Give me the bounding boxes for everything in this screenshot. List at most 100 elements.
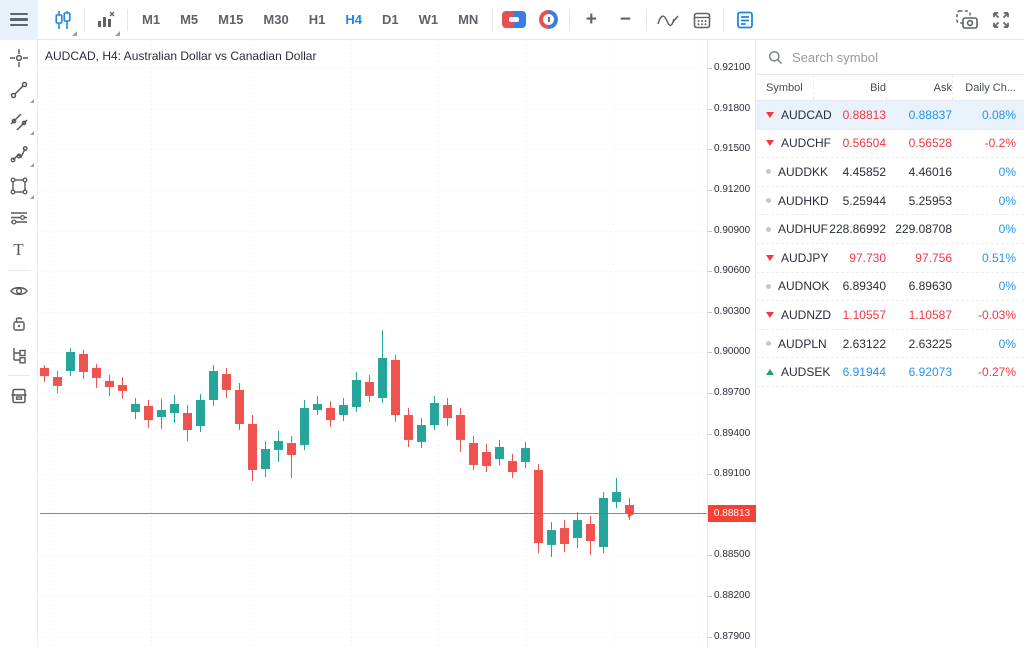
timeframe-m1-button[interactable]: M1 (132, 0, 170, 40)
axis-tick-mark (708, 190, 712, 191)
main-menu-button[interactable] (0, 0, 38, 40)
axis-price-label: 0.87900 (714, 631, 751, 642)
symbol-name: AUDDKK (778, 164, 829, 179)
price-axis[interactable]: 0.92100 0.91800 0.91500 0.91200 0.90900 0.906… (707, 40, 756, 647)
candlestick-chart-icon (55, 10, 71, 29)
column-header-symbol[interactable]: Symbol (766, 81, 803, 94)
archive-bin-icon (11, 388, 26, 404)
trend-flat-icon (766, 226, 771, 232)
one-click-trading-button[interactable] (497, 0, 531, 40)
chart-type-candlestick-button[interactable] (46, 0, 80, 40)
chart-area[interactable]: AUDCAD, H4: Australian Dollar vs Canadia… (38, 40, 707, 647)
timeframe-h1-button[interactable]: H1 (299, 0, 336, 40)
eye-icon (9, 286, 28, 296)
screenshot-button[interactable] (950, 0, 984, 40)
axis-price-label: 0.89400 (714, 428, 751, 439)
axis-price-label: 0.90000 (714, 346, 751, 357)
market-hours-button[interactable] (531, 0, 565, 40)
toolbar-separator (127, 8, 128, 31)
axis-tick-mark (708, 149, 712, 150)
timeframe-m5-button[interactable]: M5 (170, 0, 208, 40)
bid-value: 2.63122 (842, 336, 886, 351)
crosshair-tool[interactable] (4, 44, 34, 72)
trend-up-icon (766, 369, 774, 376)
axis-tick-mark (708, 312, 712, 313)
axis-price-label: 0.88200 (714, 590, 751, 601)
camera-icon (956, 9, 978, 29)
column-header-bid[interactable]: Bid (813, 75, 886, 100)
axis-tick-mark (708, 474, 712, 475)
market-watch-toggle-button[interactable] (728, 0, 762, 40)
bid-value: 4.45852 (842, 164, 886, 179)
buy-sell-panel-icon (502, 11, 527, 28)
sidebar-divider (7, 270, 30, 271)
watchlist-row-audnok[interactable]: AUDNOK 6.89340 6.89630 0% (756, 273, 1024, 302)
trend-line-tool[interactable] (4, 76, 34, 104)
bid-value: 0.88813 (842, 107, 886, 122)
watchlist-row-audcad[interactable]: AUDCAD 0.88813 0.88837 0.08% (756, 101, 1024, 130)
watchlist-row-audsek[interactable]: AUDSEK 6.91944 6.92073 -0.27% (756, 358, 1024, 387)
watchlist-row-audpln[interactable]: AUDPLN 2.63122 2.63225 0% (756, 330, 1024, 359)
economic-calendar-button[interactable] (685, 0, 719, 40)
object-tree-tool[interactable] (4, 341, 34, 369)
market-watch-panel-icon (737, 11, 754, 28)
axis-price-label: 0.91800 (714, 103, 751, 114)
market-clock-icon (538, 10, 558, 29)
axis-tick-mark (708, 68, 712, 69)
column-header-ask[interactable]: Ask (886, 75, 952, 100)
sidebar-divider (7, 375, 30, 376)
bid-value: 6.89340 (842, 279, 886, 294)
watchlist-row-audnzd[interactable]: AUDNZD 1.10557 1.10587 -0.03% (756, 301, 1024, 330)
watchlist-row-auddkk[interactable]: AUDDKK 4.45852 4.46016 0% (756, 158, 1024, 187)
trend-down-icon (766, 254, 774, 261)
remove-objects-tool[interactable] (4, 382, 34, 410)
timeframe-m30-button[interactable]: M30 (253, 0, 298, 40)
column-header-daily-change[interactable]: Daily Ch... (952, 75, 1024, 100)
zoom-in-button[interactable]: + (574, 0, 608, 40)
daily-change-value: 0.08% (981, 107, 1016, 122)
watchlist-row-audchf[interactable]: AUDCHF 0.56504 0.56528 -0.2% (756, 130, 1024, 159)
symbol-search-input[interactable] (792, 49, 1012, 65)
ask-value: 0.88837 (908, 107, 952, 122)
symbol-name: AUDHKD (778, 193, 829, 208)
crosshair-icon (9, 49, 28, 67)
text-tool[interactable]: T (4, 236, 34, 264)
shapes-tool[interactable] (4, 172, 34, 200)
hamburger-icon (10, 13, 28, 26)
toggle-visibility-tool[interactable] (4, 277, 34, 305)
timeframe-mn-button[interactable]: MN (448, 0, 488, 40)
watchlist-row-audhkd[interactable]: AUDHKD 5.25944 5.25953 0% (756, 187, 1024, 216)
indicators-icon (98, 11, 115, 27)
axis-tick-mark (708, 109, 712, 110)
parallel-channel-icon (9, 113, 28, 131)
drawing-tools-sidebar: T (0, 40, 38, 647)
bid-value: 0.56504 (842, 136, 886, 151)
fullscreen-button[interactable] (984, 0, 1018, 40)
symbol-name: AUDCHF (781, 136, 831, 151)
timeframe-w1-button[interactable]: W1 (409, 0, 449, 40)
timeframe-d1-button[interactable]: D1 (372, 0, 409, 40)
timeframe-m15-button[interactable]: M15 (208, 0, 253, 40)
symbol-search-bar (756, 40, 1024, 75)
daily-change-value: -0.27% (977, 365, 1016, 380)
symbol-name: AUDJPY (781, 250, 829, 265)
chart-canvas[interactable] (38, 40, 707, 647)
timeframe-h4-button[interactable]: H4 (335, 0, 372, 40)
indicators-button[interactable] (89, 0, 123, 40)
axis-price-label: 0.90900 (714, 225, 751, 236)
chart-title: AUDCAD, H4: Australian Dollar vs Canadia… (45, 49, 317, 63)
horizontal-lines-tool[interactable] (4, 204, 34, 232)
watchlist-row-audjpy[interactable]: AUDJPY 97.730 97.756 0.51% (756, 244, 1024, 273)
axis-tick-mark (708, 271, 712, 272)
lock-objects-tool[interactable] (4, 309, 34, 337)
polyline-tool[interactable] (4, 140, 34, 168)
trend-down-icon (766, 140, 774, 147)
watchlist-row-audhuf[interactable]: AUDHUF 228.86992 229.08708 0% (756, 215, 1024, 244)
zoom-out-button[interactable]: − (608, 0, 642, 40)
current-price-badge: 0.88813 (708, 505, 756, 522)
trend-flat-icon (766, 198, 771, 204)
objects-button[interactable] (651, 0, 685, 40)
channel-tool[interactable] (4, 108, 34, 136)
axis-price-label: 0.89100 (714, 468, 751, 479)
